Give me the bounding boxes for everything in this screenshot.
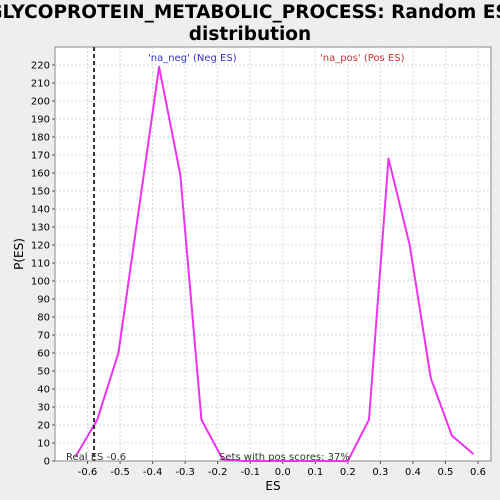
annotation-pos: 'na_pos' (Pos ES) <box>320 53 405 64</box>
x-tick-label: 0.4 <box>405 467 421 478</box>
x-tick-label: 0.3 <box>372 467 388 478</box>
data-point <box>242 460 245 462</box>
y-tick-label: 80 <box>37 313 50 324</box>
y-tick-label: 200 <box>31 97 50 108</box>
x-tick-label: 0.6 <box>470 467 486 478</box>
x-tick-label: -0.4 <box>143 467 163 478</box>
chart-title-line-2: distribution <box>189 24 311 45</box>
y-tick-label: 10 <box>37 439 50 450</box>
y-tick-label: 130 <box>31 223 50 234</box>
data-point <box>158 66 160 68</box>
y-axis-label: P(ES) <box>12 238 26 270</box>
y-tick-label: 110 <box>31 259 50 270</box>
data-point <box>387 157 390 160</box>
y-tick-label: 190 <box>31 115 50 126</box>
annotation-sets-pos: Sets with pos scores: 37% <box>219 452 350 463</box>
x-tick-label: 0.0 <box>275 467 291 478</box>
y-axis: 0 10 20 30 40 50 60 70 80 90 100 110 120 130 140 150 160… <box>31 61 55 468</box>
data-point <box>179 174 182 176</box>
data-point <box>117 352 120 354</box>
data-point <box>408 244 411 246</box>
y-tick-label: 170 <box>31 151 50 162</box>
x-tick-label: -0.6 <box>78 467 98 478</box>
x-tick-label: 0.1 <box>307 467 323 478</box>
x-tick-label: -0.1 <box>240 467 260 478</box>
data-point <box>472 453 474 455</box>
data-point <box>451 435 453 437</box>
x-axis: -0.6 -0.5 -0.4 -0.3 -0.2 -0.1 0.0 0.1 0.2 0.3 0.4 0… <box>78 461 486 478</box>
y-tick-label: 20 <box>37 421 50 432</box>
y-tick-label: 40 <box>37 385 50 396</box>
y-tick-label: 50 <box>37 367 50 378</box>
data-point <box>430 377 432 380</box>
x-tick-label: 0.5 <box>437 467 453 478</box>
annotation-neg: 'na_neg' (Neg ES) <box>148 53 237 64</box>
x-tick-label: -0.2 <box>208 467 228 478</box>
data-point <box>221 458 224 461</box>
y-tick-label: 60 <box>37 349 50 360</box>
reference-line-label: Real ES -0.6 <box>66 452 126 463</box>
x-tick-label: -0.5 <box>110 467 130 478</box>
x-tick-label: 0.2 <box>340 467 356 478</box>
x-tick-label: -0.3 <box>175 467 195 478</box>
y-tick-label: 140 <box>31 205 50 216</box>
plot-area <box>54 46 492 462</box>
grid <box>55 47 491 461</box>
y-tick-label: 0 <box>44 457 50 468</box>
y-tick-label: 90 <box>37 295 50 306</box>
y-tick-label: 220 <box>31 61 50 72</box>
y-tick-label: 210 <box>31 79 50 90</box>
series-layer <box>75 65 474 462</box>
chart-title-line-1: GLYCOPROTEIN_METABOLIC_PROCESS: Random E… <box>0 2 500 23</box>
y-tick-label: 150 <box>31 187 50 198</box>
y-tick-label: 180 <box>31 133 50 144</box>
y-tick-label: 120 <box>31 241 50 252</box>
y-tick-label: 160 <box>31 169 50 180</box>
y-tick-label: 100 <box>31 277 50 288</box>
data-point <box>368 418 370 421</box>
x-axis-label: ES <box>265 479 280 493</box>
data-point <box>96 418 99 421</box>
data-point <box>75 454 77 457</box>
y-tick-label: 30 <box>37 403 50 414</box>
y-tick-label: 70 <box>37 331 50 342</box>
data-point <box>200 418 203 421</box>
data-point <box>347 460 349 462</box>
